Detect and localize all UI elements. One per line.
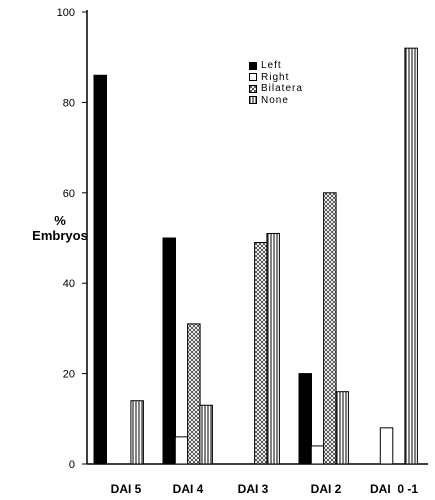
bar-right-4 [310, 445, 325, 465]
x-category-label: DAI 3 [238, 482, 269, 496]
legend-item-left: Left [249, 60, 303, 72]
x-category-label: DAI 4 [173, 482, 204, 496]
x-category-label: DAI 2 [311, 482, 342, 496]
bar-left-1 [93, 74, 107, 465]
y-tick-label: 0 [69, 459, 75, 471]
bar-none-2 [199, 404, 213, 465]
bar-none-5 [404, 47, 418, 465]
legend-item-none: None [249, 95, 303, 107]
legend-label: None [261, 94, 289, 106]
y-tick-label: 20 [63, 369, 75, 381]
bar-left-2 [162, 237, 176, 465]
x-category-label: DAI 5 [111, 482, 142, 496]
legend-swatch [249, 96, 257, 105]
x-category-labels: DAI 5 DAI 4 DAI 3 DAI 2 DAI 0 -1 [111, 482, 419, 496]
bar-left-4 [298, 373, 312, 465]
bars [93, 47, 418, 465]
x-category-label: DAI 0 -1 [370, 482, 418, 496]
legend-label: Left [261, 60, 282, 71]
y-tick-label: 40 [63, 278, 75, 290]
legend-swatch [249, 84, 257, 93]
bar-bilatera-2 [187, 323, 201, 465]
y-tick-label: 60 [63, 188, 75, 200]
y-axis-title: % Embryos [32, 213, 88, 243]
bar-none-4 [335, 391, 349, 465]
legend-swatch [249, 73, 257, 82]
y-tick-label: 100 [57, 7, 75, 19]
legend-item-right: Right [249, 72, 303, 84]
bar-right-5 [379, 427, 394, 465]
bar-none-3 [266, 232, 280, 465]
bar-bilatera-3 [254, 242, 268, 465]
legend-label: Right [261, 71, 290, 83]
bar-none-1 [130, 400, 144, 465]
legend: Left Right Bilatera None [249, 60, 303, 106]
legend-swatch [249, 61, 257, 70]
bar-bilatera-4 [323, 192, 337, 465]
y-tick-label: 80 [63, 97, 75, 109]
y-tick-labels: 0 20 40 60 80 100 [57, 7, 75, 471]
legend-item-bilatera: Bilatera [249, 83, 303, 95]
bar-right-2 [174, 436, 189, 465]
legend-label: Bilatera [261, 83, 303, 94]
